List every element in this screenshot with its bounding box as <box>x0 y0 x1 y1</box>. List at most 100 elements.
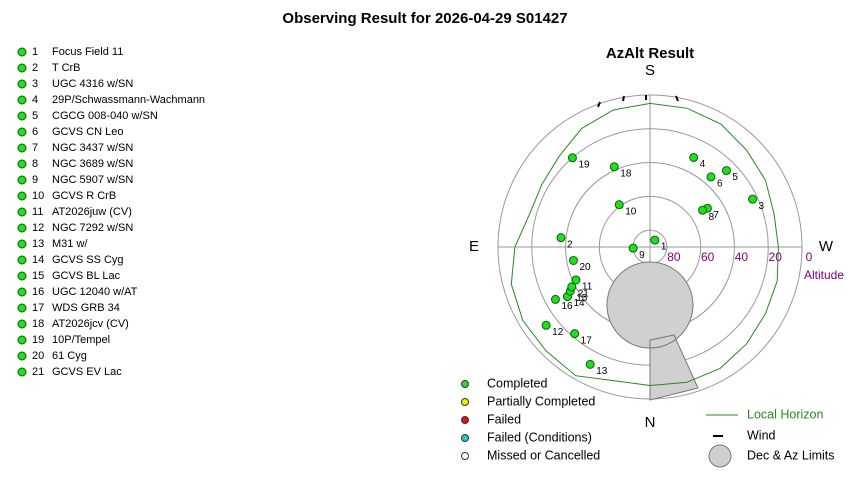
list-number: 1 <box>32 46 38 58</box>
list-name: AT2026jcv (CV) <box>52 318 129 330</box>
list-number: 9 <box>32 174 38 186</box>
target-point <box>567 282 577 292</box>
point-label: 8 <box>709 212 715 223</box>
point-label: 19 <box>578 159 590 170</box>
list-name: NGC 5907 w/SN <box>52 174 133 186</box>
point-label: 17 <box>581 335 593 346</box>
compass-label: N <box>645 414 656 431</box>
list-name: M31 w/ <box>52 238 88 250</box>
list-name: 61 Cyg <box>52 350 87 362</box>
legend-label: Partially Completed <box>487 394 595 408</box>
target-point <box>721 166 731 176</box>
list-name: GCVS SS Cyg <box>52 254 124 266</box>
ring-label: 80 <box>667 250 681 264</box>
target-point <box>614 200 624 210</box>
list-name: UGC 4316 w/SN <box>52 78 133 90</box>
status-dot <box>17 319 27 329</box>
point-label: 2 <box>567 239 573 250</box>
ring-label: 60 <box>701 250 715 264</box>
list-name: Focus Field 11 <box>52 46 123 58</box>
status-dot <box>17 79 27 89</box>
point-label: 15 <box>576 293 588 304</box>
dec-az-limits <box>606 261 699 401</box>
point-label: 6 <box>717 179 723 190</box>
list-number: 18 <box>32 318 44 330</box>
legend-marker <box>461 380 469 388</box>
point-label: 3 <box>759 201 765 212</box>
compass-label: W <box>819 238 834 255</box>
point-label: 7 <box>713 210 719 221</box>
list-name: GCVS R CrB <box>52 190 116 202</box>
list-number: 10 <box>32 190 44 202</box>
point-label: 12 <box>552 327 564 338</box>
list-number: 20 <box>32 350 44 362</box>
list-number: 5 <box>32 110 38 122</box>
legend-marker <box>461 398 469 406</box>
point-label: 16 <box>561 301 573 312</box>
wind-marks <box>597 95 679 108</box>
compass-label: E <box>469 238 479 255</box>
list-name: AT2026juw (CV) <box>52 206 132 218</box>
legend-marker <box>461 434 469 442</box>
legend-label: Failed (Conditions) <box>487 430 592 444</box>
status-dot <box>17 335 27 345</box>
legend-label: Failed <box>487 412 521 426</box>
list-number: 21 <box>32 366 44 378</box>
list-name: GCVS EV Lac <box>52 366 122 378</box>
list-number: 19 <box>32 334 44 346</box>
list-number: 12 <box>32 222 44 234</box>
legend-marker <box>461 416 469 424</box>
plot-title: AzAlt Result <box>606 45 694 62</box>
target-point <box>689 152 699 162</box>
target-point <box>568 255 578 265</box>
status-dot <box>17 367 27 377</box>
target-point <box>550 294 560 304</box>
list-name: 29P/Schwassmann-Wachmann <box>52 94 205 106</box>
list-name: NGC 3689 w/SN <box>52 158 133 170</box>
status-dot <box>17 159 27 169</box>
horizon-line <box>510 102 779 386</box>
point-label: 21 <box>578 289 590 300</box>
ring-label: 0 <box>806 250 813 264</box>
point-label: 1 <box>661 242 667 253</box>
legend-marker <box>461 452 469 460</box>
target-point <box>567 153 577 163</box>
target-point <box>698 205 708 215</box>
list-number: 17 <box>32 302 44 314</box>
status-dot <box>17 223 27 233</box>
status-dot <box>17 47 27 57</box>
point-label: 14 <box>573 298 585 309</box>
list-name: GCVS BL Lac <box>52 270 121 282</box>
status-dot <box>17 127 27 137</box>
status-dot <box>17 143 27 153</box>
chart-title: Observing Result for 2026-04-29 S01427 <box>282 10 567 27</box>
compass-label: S <box>645 62 655 79</box>
list-number: 6 <box>32 126 38 138</box>
target-point <box>748 194 758 204</box>
target-point <box>571 275 581 285</box>
list-number: 2 <box>32 62 38 74</box>
legend-label: Dec & Az Limits <box>747 448 835 462</box>
status-dot <box>17 351 27 361</box>
target-point <box>706 172 716 182</box>
list-number: 4 <box>32 94 38 106</box>
list-name: CGCG 008-040 w/SN <box>52 110 158 122</box>
status-dot <box>17 287 27 297</box>
axis-label: Altitude <box>804 268 844 282</box>
target-point <box>541 320 551 330</box>
list-name: UGC 12040 w/AT <box>52 286 138 298</box>
legend-label: Missed or Cancelled <box>487 448 600 462</box>
list-name: 10P/Tempel <box>52 334 110 346</box>
status-dot <box>17 255 27 265</box>
status-dot <box>17 207 27 217</box>
status-dot <box>17 191 27 201</box>
point-label: 9 <box>639 250 645 261</box>
status-dot <box>17 175 27 185</box>
point-label: 20 <box>579 262 591 273</box>
legend-marker <box>708 444 732 468</box>
point-label: 10 <box>625 206 637 217</box>
legend-label: Completed <box>487 376 547 390</box>
point-label: 13 <box>596 366 608 377</box>
